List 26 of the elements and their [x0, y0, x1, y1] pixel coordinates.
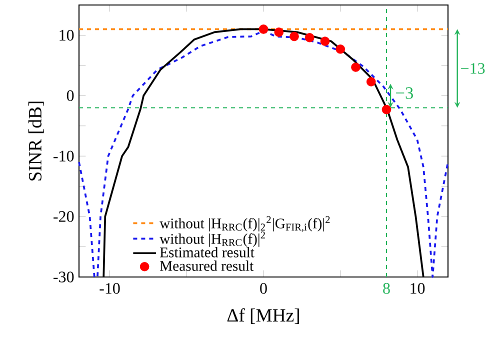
point — [366, 77, 376, 86]
point — [274, 28, 284, 37]
point — [290, 32, 299, 42]
x-tick-label: 10 — [410, 283, 425, 294]
point — [351, 62, 360, 72]
ref-line-label: 8 — [383, 283, 390, 294]
point — [320, 36, 330, 46]
x-tick-label: 0 — [260, 283, 267, 294]
x-axis-title: Δf [MHz] — [227, 308, 299, 324]
x-tick-label: -10 — [100, 283, 120, 294]
y-tick-label: -30 — [54, 272, 74, 282]
text: −13 — [461, 63, 485, 74]
y-tick-label: 0 — [66, 90, 74, 102]
text: without |H$_{RRC}$(f)|$_{2}$$^{2}$|G$_{FIR,i}$(f)|$^{2}$ — [160, 216, 330, 232]
y-tick-label: 10 — [60, 30, 74, 41]
point — [336, 44, 346, 54]
annotation: −3 — [396, 87, 413, 99]
legend-label: without |H$_{RRC}$(f)|$^{2}$ — [160, 232, 265, 247]
point — [382, 104, 392, 114]
legend-label: Estimated result — [160, 247, 254, 258]
legend-label: Measured result — [160, 260, 254, 271]
point — [258, 24, 268, 34]
y-tick-label: -10 — [54, 150, 74, 162]
y-axis-title: SINR [dB] — [28, 102, 44, 180]
point — [304, 32, 314, 42]
y-tick-label: -20 — [54, 211, 74, 222]
